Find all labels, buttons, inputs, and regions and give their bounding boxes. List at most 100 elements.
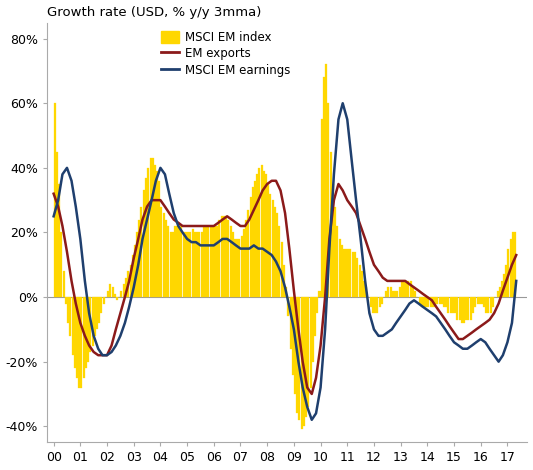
Bar	[83, 297, 85, 378]
Bar	[512, 233, 514, 297]
Bar	[372, 297, 374, 313]
Bar	[143, 190, 145, 297]
Bar	[447, 297, 449, 313]
Bar	[154, 164, 156, 297]
Bar	[243, 229, 245, 297]
Bar	[452, 297, 454, 313]
Bar	[486, 297, 487, 313]
Bar	[456, 297, 458, 320]
Bar	[69, 297, 71, 336]
Bar	[479, 297, 481, 304]
Bar	[85, 297, 87, 368]
Bar	[394, 290, 396, 297]
Bar	[321, 119, 322, 297]
Bar	[249, 197, 252, 297]
Bar	[160, 207, 163, 297]
Bar	[212, 226, 214, 297]
Bar	[283, 265, 285, 297]
Bar	[252, 187, 254, 297]
Bar	[361, 271, 362, 297]
Bar	[390, 287, 392, 297]
Bar	[256, 174, 259, 297]
Bar	[323, 78, 325, 297]
Bar	[470, 297, 472, 320]
Bar	[399, 287, 401, 297]
Bar	[267, 184, 269, 297]
Bar	[120, 290, 123, 297]
Bar	[103, 297, 105, 304]
Bar	[156, 171, 158, 297]
Bar	[294, 297, 296, 394]
Bar	[310, 297, 312, 387]
Bar	[134, 245, 136, 297]
Bar	[109, 284, 111, 297]
Bar	[376, 297, 378, 313]
Bar	[56, 152, 58, 297]
Bar	[445, 297, 447, 307]
Bar	[238, 239, 240, 297]
Bar	[76, 297, 78, 378]
Bar	[305, 297, 307, 416]
Bar	[165, 219, 167, 297]
Bar	[167, 226, 169, 297]
Bar	[397, 290, 399, 297]
Bar	[296, 297, 298, 413]
Bar	[272, 200, 274, 297]
Bar	[265, 174, 267, 297]
Bar	[116, 297, 118, 300]
Bar	[474, 297, 476, 307]
Bar	[209, 226, 212, 297]
Bar	[259, 168, 261, 297]
Bar	[363, 281, 365, 297]
Bar	[71, 297, 74, 355]
Bar	[359, 265, 360, 297]
Bar	[63, 271, 65, 297]
Bar	[403, 281, 405, 297]
Bar	[289, 297, 292, 349]
Bar	[198, 233, 200, 297]
Bar	[514, 233, 516, 297]
Bar	[458, 297, 461, 320]
Bar	[410, 281, 412, 297]
Bar	[325, 64, 327, 297]
Bar	[58, 184, 60, 297]
Bar	[67, 297, 69, 323]
Bar	[341, 245, 343, 297]
Bar	[503, 274, 505, 297]
Bar	[234, 239, 236, 297]
Bar	[434, 297, 436, 307]
Bar	[490, 297, 492, 313]
Bar	[205, 226, 207, 297]
Bar	[203, 226, 205, 297]
Bar	[269, 194, 271, 297]
Bar	[130, 265, 132, 297]
Bar	[418, 297, 421, 304]
Bar	[467, 297, 470, 320]
Bar	[378, 297, 381, 307]
Bar	[421, 297, 423, 307]
Bar	[401, 281, 403, 297]
Bar	[465, 297, 467, 320]
Bar	[240, 235, 243, 297]
Bar	[488, 297, 489, 313]
Bar	[332, 184, 334, 297]
Bar	[412, 287, 414, 297]
Bar	[443, 297, 445, 307]
Bar	[254, 181, 256, 297]
Bar	[123, 284, 125, 297]
Bar	[150, 158, 151, 297]
Bar	[200, 233, 203, 297]
Bar	[392, 290, 394, 297]
Bar	[216, 226, 218, 297]
Bar	[425, 297, 427, 307]
Bar	[107, 290, 109, 297]
Bar	[214, 226, 216, 297]
Bar	[185, 233, 187, 297]
Bar	[152, 158, 154, 297]
Bar	[232, 233, 234, 297]
Bar	[96, 297, 98, 329]
Bar	[338, 239, 341, 297]
Bar	[450, 297, 452, 313]
Bar	[225, 216, 227, 297]
Bar	[147, 168, 149, 297]
